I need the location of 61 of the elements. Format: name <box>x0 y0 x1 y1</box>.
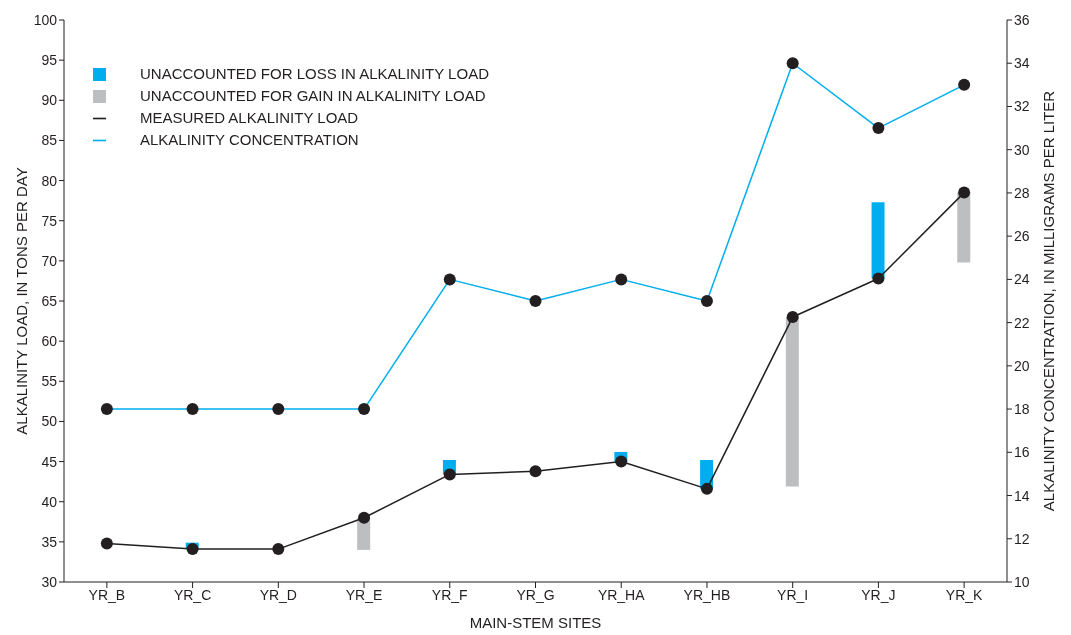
point <box>786 311 799 324</box>
y2-tick-label: 12 <box>1014 530 1030 547</box>
x-tick-label: YR_G <box>516 586 555 603</box>
x-tick-label: YR_I <box>777 586 809 603</box>
bar <box>871 202 885 279</box>
point <box>615 455 628 468</box>
point <box>872 272 885 285</box>
y-tick-label: 50 <box>41 413 58 430</box>
y-axis-title: ALKALINITY LOAD, IN TONS PER DAY <box>13 167 31 435</box>
point <box>272 543 285 556</box>
y2-tick-label: 10 <box>1014 573 1030 590</box>
point <box>700 482 713 495</box>
legend-label: UNACCOUNTED FOR GAIN IN ALKALINITY LOAD <box>140 87 486 104</box>
y2-tick-label: 34 <box>1014 55 1030 72</box>
y2-tick-label: 22 <box>1014 314 1030 331</box>
y-tick-label: 70 <box>41 252 58 269</box>
bar <box>957 192 971 263</box>
y-tick-label: 35 <box>41 533 58 550</box>
y-tick-label: 80 <box>41 172 58 189</box>
y-tick-label: 30 <box>41 573 58 590</box>
y2-tick-label: 32 <box>1014 98 1030 115</box>
y-tick-label: 75 <box>41 212 58 229</box>
y-tick-label: 90 <box>41 92 58 109</box>
y-tick-label: 65 <box>41 292 58 309</box>
y2-axis-title: ALKALINITY CONCENTRATION, IN MILLIGRAMS PER LITER <box>1040 90 1058 512</box>
point <box>186 543 199 556</box>
x-tick-label: YR_C <box>173 586 212 603</box>
y2-tick-label: 24 <box>1014 271 1030 288</box>
y-tick-label: 45 <box>41 453 58 470</box>
legend-label: MEASURED ALKALINITY LOAD <box>140 109 359 126</box>
x-tick-label: YR_F <box>431 586 468 603</box>
x-tick-label: YR_B <box>88 586 126 603</box>
x-tick-label: YR_J <box>861 586 896 603</box>
x-tick-label: YR_E <box>345 586 383 603</box>
y-tick-label: 55 <box>41 373 58 390</box>
x-tick-label: YR_K <box>945 586 984 603</box>
bar <box>785 317 799 487</box>
point <box>958 186 971 199</box>
y2-tick-label: 30 <box>1014 141 1030 158</box>
point <box>529 465 542 478</box>
legend-label: UNACCOUNTED FOR LOSS IN ALKALINITY LOAD <box>140 65 489 82</box>
y2-tick-label: 18 <box>1014 401 1030 418</box>
y2-tick-label: 14 <box>1014 487 1030 504</box>
x-tick-label: YR_HA <box>597 586 646 603</box>
x-axis-title: MAIN-STEM SITES <box>469 614 602 631</box>
y2-tick-label: 36 <box>1014 11 1030 28</box>
y-tick-label: 100 <box>33 11 58 28</box>
x-tick-label: YR_D <box>259 586 297 603</box>
point <box>443 468 456 481</box>
y-tick-label: 85 <box>41 132 58 149</box>
point <box>100 537 113 550</box>
y-tick-label: 40 <box>41 493 58 510</box>
point <box>358 511 371 524</box>
y2-tick-label: 28 <box>1014 184 1030 201</box>
legend-label: ALKALINITY CONCENTRATION <box>140 131 359 148</box>
y2-tick-label: 16 <box>1014 444 1030 461</box>
y2-tick-label: 20 <box>1014 357 1030 374</box>
y-tick-label: 60 <box>41 333 58 350</box>
x-tick-label: YR_HB <box>683 586 731 603</box>
y2-tick-label: 26 <box>1014 228 1030 245</box>
y-tick-label: 95 <box>41 52 58 69</box>
